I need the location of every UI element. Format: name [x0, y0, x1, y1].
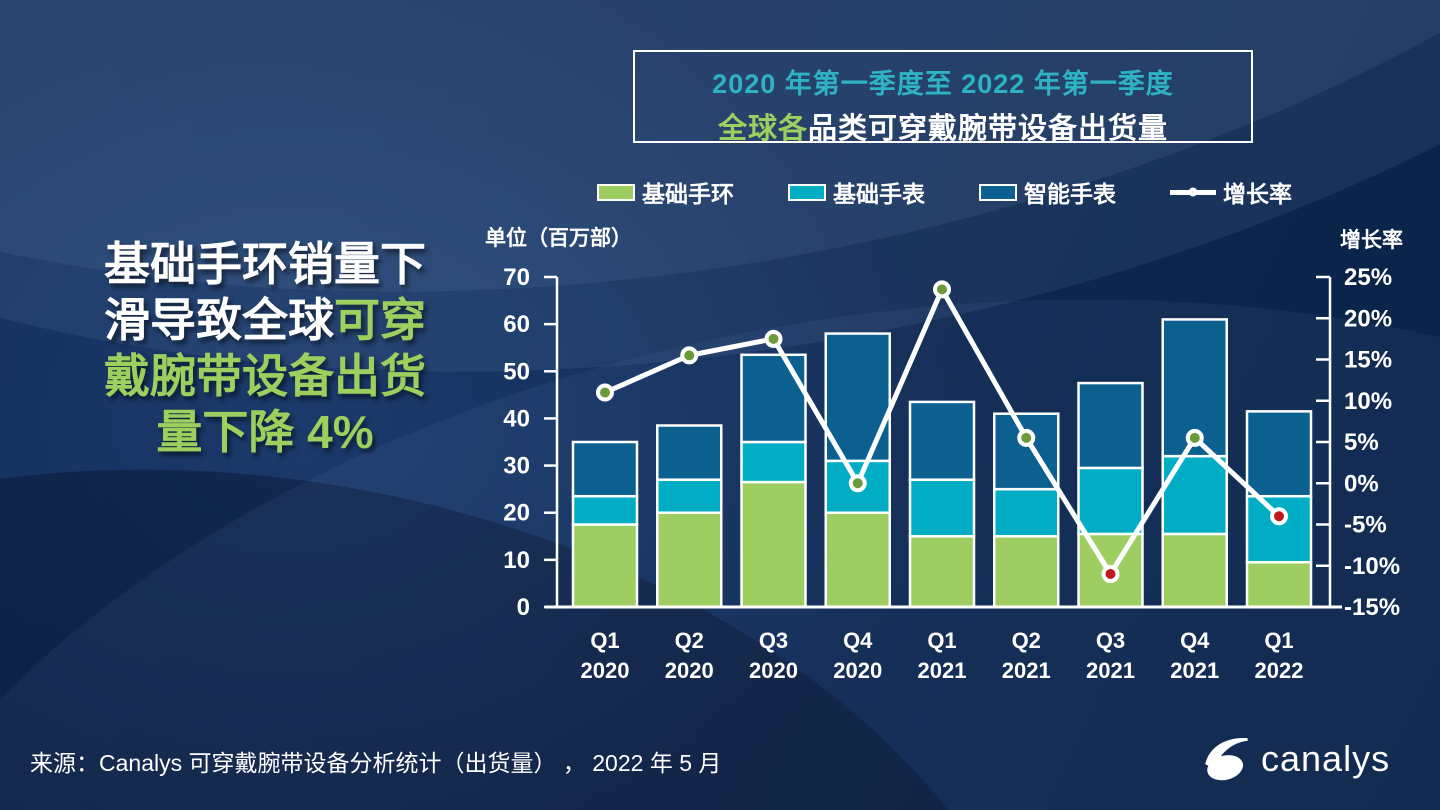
left-axis-tick-label: 70: [503, 264, 530, 291]
left-axis-tick-label: 20: [503, 500, 530, 527]
bar-segment-Q1-2021: [908, 478, 976, 538]
headline-line: 戴腕带设备出货: [104, 350, 426, 402]
left-axis-tick-label: 0: [517, 594, 530, 621]
headline-line: 量下降 4%: [156, 406, 374, 458]
headline: 基础手环销量下 滑导致全球可穿 戴腕带设备出货 量下降 4%: [55, 236, 475, 460]
growth-line-icon: [1170, 187, 1216, 197]
bar-segment-Q1-2020: [571, 494, 639, 526]
chart-title-box: 2020 年第一季度至 2022 年第一季度 全球各品类可穿戴腕带设备出货量: [633, 50, 1253, 145]
left-axis-tick-label: 50: [503, 358, 530, 385]
combo-chart: 0 10 20 30 40 50 60 70 -15% -10% -5% 0% 5% 10% 15% 20% 2…: [503, 264, 1400, 683]
x-axis-label-quarter: Q1: [1264, 628, 1293, 653]
bar-segment-Q1-2021: [908, 535, 976, 609]
x-axis-label-year: 2020: [665, 658, 714, 683]
x-axis-label-year: 2021: [1170, 658, 1219, 683]
bar-segment-Q1-2022: [1245, 560, 1313, 609]
right-axis-tick-label: -10%: [1344, 553, 1400, 580]
right-axis-tick-label: 10%: [1344, 388, 1392, 415]
right-axis-tick-label: 0%: [1344, 470, 1379, 497]
smartwatch-swatch-icon: [979, 183, 1017, 201]
legend: 基础手环 基础手表 智能手表 增长率: [557, 175, 1332, 209]
canalys-logo-text: canalys: [1261, 738, 1391, 779]
legend-item-growth: 增长率: [1170, 175, 1292, 209]
bar-segment-Q3-2021: [1077, 466, 1144, 536]
x-axis-label-quarter: Q1: [927, 628, 956, 653]
bar-segment-Q1-2021: [908, 400, 976, 481]
left-axis-title: 单位（百万部）: [485, 227, 632, 250]
growth-point-Q3-2021: [1101, 565, 1120, 583]
bar-segment-Q1-2020: [571, 440, 639, 498]
basic-band-swatch-icon: [597, 183, 635, 201]
bar-segment-Q4-2020: [824, 511, 891, 609]
right-axis-tick-label: 5%: [1344, 429, 1379, 456]
x-axis-label-year: 2021: [1086, 658, 1135, 683]
left-axis-tick-label: 10: [503, 547, 530, 574]
growth-point-Q2-2020: [680, 346, 699, 365]
left-axis-tick-label: 40: [503, 405, 530, 432]
bar-segment-Q1-2020: [571, 523, 639, 609]
x-axis-label-quarter: Q3: [1096, 628, 1125, 653]
bar-segment-Q2-2020: [656, 478, 723, 514]
left-axis-tick-label: 30: [503, 453, 530, 480]
right-axis-tick-label: -5%: [1344, 512, 1387, 539]
bar-segment-Q2-2020: [656, 424, 723, 481]
growth-point-Q4-2020: [848, 474, 867, 493]
bar-segment-Q4-2021: [1161, 532, 1228, 609]
growth-point-Q1-2021: [933, 280, 951, 299]
growth-dot-icon: [1188, 187, 1198, 197]
bar-segment-Q4-2021: [1161, 318, 1228, 458]
x-axis-label-quarter: Q4: [1180, 628, 1210, 653]
x-axis-label-year: 2020: [749, 658, 798, 683]
right-axis-tick-label: 15%: [1344, 347, 1392, 374]
x-axis-label-quarter: Q1: [590, 628, 619, 653]
x-axis-label-quarter: Q2: [675, 628, 704, 653]
headline-line: 基础手环销量下: [104, 238, 426, 290]
canalys-swoosh-icon: [1205, 737, 1248, 781]
x-axis-label-quarter: Q2: [1012, 628, 1041, 653]
canalys-logo: canalys: [1200, 733, 1390, 785]
right-axis-tick-label: 20%: [1344, 305, 1392, 332]
growth-point-Q4-2021: [1185, 428, 1204, 447]
headline-line: 滑导致全球可穿: [104, 294, 426, 346]
bar-segment-Q2-2021: [993, 535, 1060, 609]
left-axis-tick-label: 60: [503, 311, 530, 338]
bar-segment-Q3-2020: [740, 353, 807, 444]
growth-point-Q2-2021: [1017, 428, 1036, 447]
bar-segment-Q3-2021: [1077, 381, 1144, 470]
right-axis-title: 增长率: [1340, 229, 1403, 252]
x-axis-label-year: 2021: [918, 658, 967, 683]
x-axis-label-year: 2020: [833, 658, 882, 683]
growth-point-Q1-2020: [596, 383, 614, 402]
bar-segment-Q3-2020: [740, 440, 807, 484]
right-axis-tick-label: -15%: [1344, 594, 1400, 621]
legend-item-smartwatch: 智能手表: [979, 175, 1116, 209]
chart-title-period: 2020 年第一季度至 2022 年第一季度: [712, 69, 1174, 99]
legend-item-basic-band: 基础手环: [597, 175, 734, 209]
basic-watch-swatch-icon: [788, 183, 826, 201]
bar-segment-Q2-2020: [656, 511, 723, 609]
right-axis-tick-label: 25%: [1344, 264, 1392, 291]
x-axis-label-quarter: Q3: [759, 628, 788, 653]
bar-segment-Q1-2022: [1245, 410, 1313, 498]
x-axis-label-quarter: Q4: [843, 628, 873, 653]
bar-segment-Q3-2020: [740, 480, 807, 609]
x-axis-label-year: 2021: [1002, 658, 1051, 683]
x-axis-label-year: 2020: [581, 658, 630, 683]
growth-point-Q3-2020: [764, 329, 783, 348]
growth-point-Q1-2022: [1270, 507, 1288, 526]
bar-segment-Q4-2021: [1161, 454, 1228, 536]
x-axis-label-year: 2022: [1255, 658, 1304, 683]
chart-title-main: 全球各品类可穿戴腕带设备出货量: [717, 113, 1169, 145]
bar-segment-Q2-2021: [993, 487, 1060, 538]
bar-segment-Q1-2022: [1245, 494, 1313, 564]
source-note: 来源：Canalys 可穿戴腕带设备分析统计（出货量） ， 2022 年 5 月: [30, 750, 722, 776]
legend-item-basic-watch: 基础手表: [788, 175, 925, 209]
